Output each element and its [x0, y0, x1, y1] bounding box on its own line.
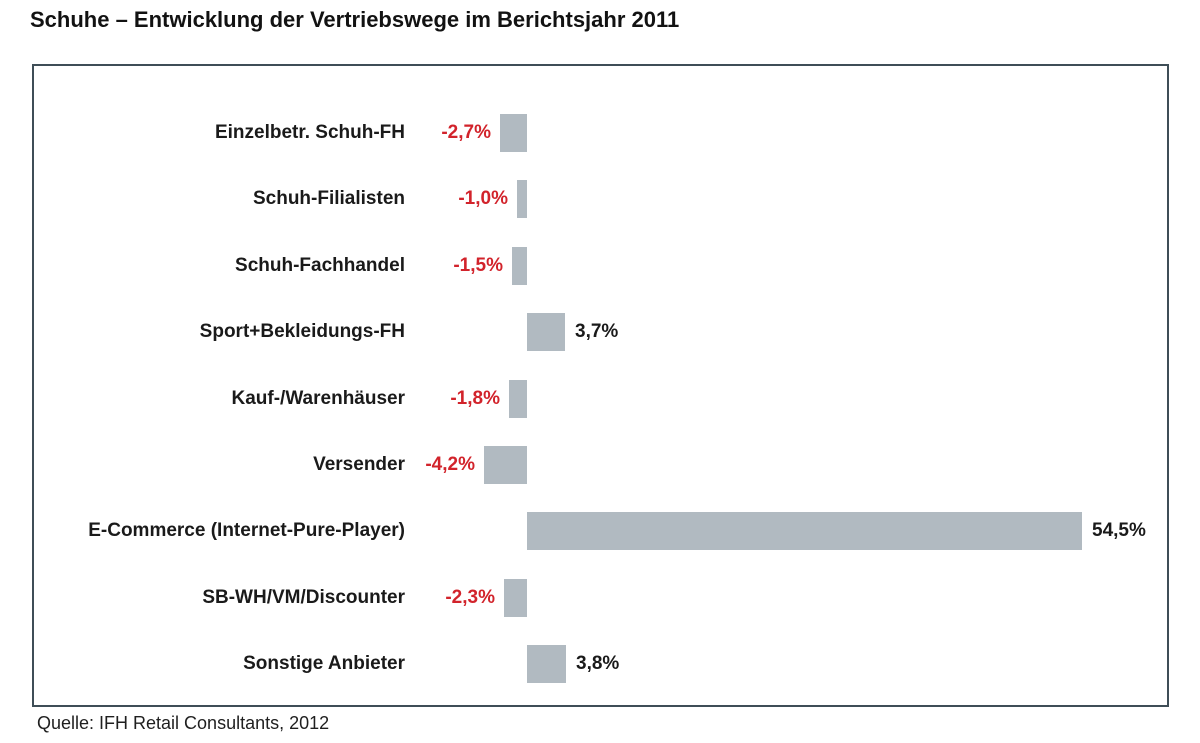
bar	[509, 380, 527, 418]
category-label: SB-WH/VM/Discounter	[202, 587, 405, 608]
value-label: -1,0%	[458, 188, 508, 209]
category-label: Einzelbetr. Schuh-FH	[214, 122, 405, 143]
chart-row: Sonstige Anbieter 3,8%	[34, 645, 1167, 683]
category-label: Schuh-Filialisten	[252, 188, 405, 209]
bar	[527, 645, 566, 683]
value-label: -1,5%	[453, 255, 503, 276]
category-label: Kauf-/Warenhäuser	[231, 388, 406, 409]
source-note: Quelle: IFH Retail Consultants, 2012	[37, 713, 330, 733]
category-label: E-Commerce (Internet-Pure-Player)	[88, 520, 405, 541]
chart-row: Versender -4,2%	[34, 446, 1167, 484]
category-label: Sonstige Anbieter	[243, 653, 405, 674]
bar	[527, 512, 1082, 550]
value-label: -1,8%	[450, 388, 500, 409]
category-label: Schuh-Fachhandel	[235, 255, 405, 276]
chart-row: Sport+Bekleidungs-FH 3,7%	[34, 313, 1167, 351]
category-label: Versender	[313, 454, 405, 475]
bar	[527, 313, 565, 351]
chart-row: E-Commerce (Internet-Pure-Player) 54,5%	[34, 512, 1167, 550]
bar	[484, 446, 527, 484]
chart-row: Kauf-/Warenhäuser -1,8%	[34, 380, 1167, 418]
chart-area: Einzelbetr. Schuh-FH -2,7% Schuh-Filialist…	[32, 64, 1169, 707]
chart-row: Schuh-Filialisten -1,0%	[34, 180, 1167, 218]
category-label: Sport+Bekleidungs-FH	[199, 321, 405, 342]
value-label: -2,3%	[445, 587, 495, 608]
bar	[500, 114, 527, 152]
chart-row: Schuh-Fachhandel -1,5%	[34, 247, 1167, 285]
value-label: 3,7%	[575, 321, 619, 342]
bar	[504, 579, 527, 617]
value-label: -2,7%	[441, 122, 491, 143]
value-label: -4,2%	[425, 454, 475, 475]
chart-row: SB-WH/VM/Discounter -2,3%	[34, 579, 1167, 617]
chart-row: Einzelbetr. Schuh-FH -2,7%	[34, 114, 1167, 152]
bar	[517, 180, 527, 218]
value-label: 54,5%	[1092, 520, 1146, 541]
bar	[512, 247, 527, 285]
value-label: 3,8%	[576, 653, 620, 674]
chart-title: Schuhe – Entwicklung der Vertriebswege i…	[30, 7, 680, 32]
